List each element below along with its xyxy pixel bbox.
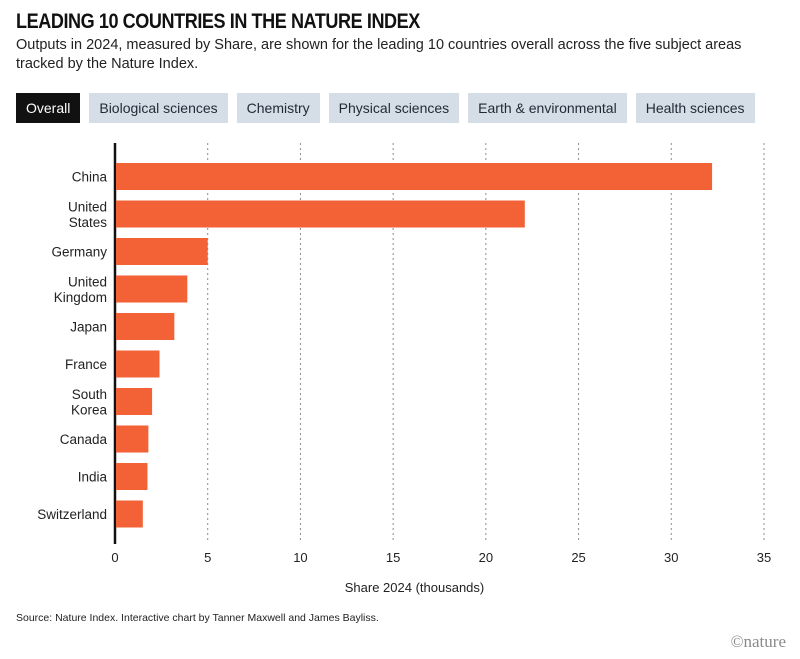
- bar: [116, 238, 208, 265]
- x-tick-label: 25: [571, 550, 585, 565]
- x-tick-label: 0: [111, 550, 118, 565]
- x-tick-label: 5: [204, 550, 211, 565]
- category-label: United States: [68, 199, 107, 230]
- bar: [116, 425, 149, 453]
- category-label: Germany: [51, 245, 107, 260]
- bar: [116, 350, 160, 378]
- bar: [116, 388, 153, 415]
- bar: [116, 500, 143, 528]
- subject-tabs: Overall Biological sciences Chemistry Ph…: [16, 93, 755, 123]
- category-label: France: [65, 357, 107, 372]
- x-axis-label: Share 2024 (thousands): [345, 580, 484, 595]
- tab-chemistry[interactable]: Chemistry: [236, 93, 320, 123]
- x-tick-label: 35: [757, 550, 771, 565]
- x-tick-label: 15: [386, 550, 400, 565]
- category-label: United Kingdom: [54, 274, 107, 305]
- bar: [116, 200, 525, 228]
- bar: [116, 275, 188, 303]
- bar: [116, 313, 175, 340]
- category-label: Japan: [70, 320, 107, 335]
- category-label: Canada: [60, 432, 108, 447]
- chart-title: LEADING 10 COUNTRIES IN THE NATURE INDEX: [16, 10, 420, 33]
- x-tick-label: 20: [479, 550, 493, 565]
- bar: [116, 463, 148, 490]
- tab-earth-environmental[interactable]: Earth & environmental: [468, 93, 627, 123]
- source-note: Source: Nature Index. Interactive chart …: [16, 612, 379, 624]
- tab-physical-sciences[interactable]: Physical sciences: [328, 93, 460, 123]
- category-label: China: [72, 170, 108, 185]
- bar: [116, 163, 713, 190]
- category-label: South Korea: [71, 387, 108, 418]
- x-tick-label: 30: [664, 550, 678, 565]
- tab-health-sciences[interactable]: Health sciences: [635, 93, 755, 123]
- chart-subtitle: Outputs in 2024, measured by Share, are …: [16, 37, 742, 72]
- tab-biological-sciences[interactable]: Biological sciences: [89, 93, 228, 123]
- x-tick-label: 10: [293, 550, 307, 565]
- category-label: Switzerland: [37, 507, 107, 522]
- category-label: India: [78, 470, 108, 485]
- tab-overall[interactable]: Overall: [16, 93, 81, 123]
- nature-logo: ©nature: [730, 632, 786, 651]
